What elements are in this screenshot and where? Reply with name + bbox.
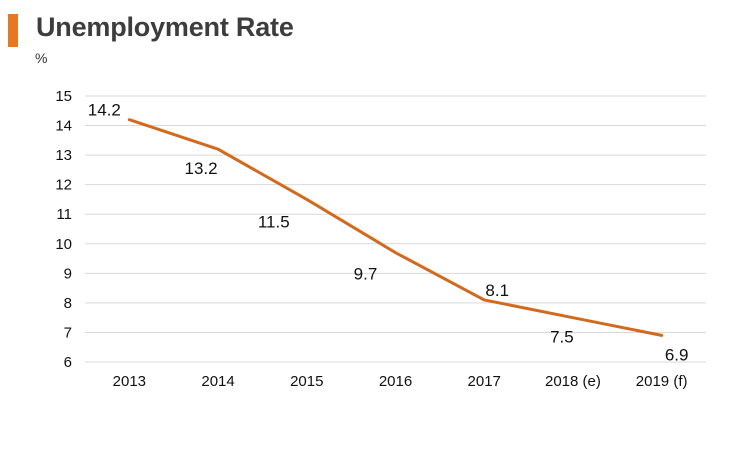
data-label: 13.2 bbox=[185, 159, 218, 178]
x-tick-label: 2015 bbox=[290, 373, 323, 390]
x-tick-label: 2013 bbox=[113, 373, 146, 390]
y-tick-label: 7 bbox=[64, 324, 72, 341]
x-tick-label: 2018 (e) bbox=[545, 373, 601, 390]
y-tick-label: 10 bbox=[55, 236, 72, 253]
y-tick-label: 15 bbox=[55, 88, 72, 105]
y-tick-label: 12 bbox=[55, 177, 72, 194]
y-axis-unit: % bbox=[35, 50, 48, 66]
y-tick-label: 13 bbox=[55, 147, 72, 164]
title-accent-bar bbox=[8, 14, 18, 47]
data-label: 9.7 bbox=[354, 265, 378, 284]
data-label: 11.5 bbox=[258, 212, 290, 231]
data-labels: 14.2 13.2 11.5 9.7 8.1 7.5 6.9 bbox=[88, 101, 689, 365]
y-tick-label: 11 bbox=[56, 206, 72, 223]
y-tick-label: 9 bbox=[64, 265, 72, 282]
x-tick-label: 2017 bbox=[468, 373, 501, 390]
y-tick-label: 6 bbox=[64, 354, 72, 371]
y-axis-ticks: 6 7 8 9 10 11 12 13 14 15 bbox=[55, 88, 72, 371]
y-tick-label: 14 bbox=[55, 118, 72, 135]
data-label: 7.5 bbox=[550, 328, 574, 347]
chart-title: Unemployment Rate bbox=[36, 12, 294, 42]
x-axis-ticks: 2013 2014 2015 2016 2017 2018 (e) 2019 (f) bbox=[113, 373, 688, 390]
x-tick-label: 2019 (f) bbox=[636, 373, 688, 390]
data-label: 8.1 bbox=[485, 281, 509, 300]
series-group bbox=[127, 118, 664, 337]
data-label: 6.9 bbox=[665, 345, 689, 364]
x-tick-label: 2014 bbox=[201, 373, 234, 390]
data-label: 14.2 bbox=[88, 101, 121, 120]
y-tick-label: 8 bbox=[64, 295, 72, 312]
x-tick-label: 2016 bbox=[379, 373, 412, 390]
gridlines bbox=[85, 95, 706, 363]
